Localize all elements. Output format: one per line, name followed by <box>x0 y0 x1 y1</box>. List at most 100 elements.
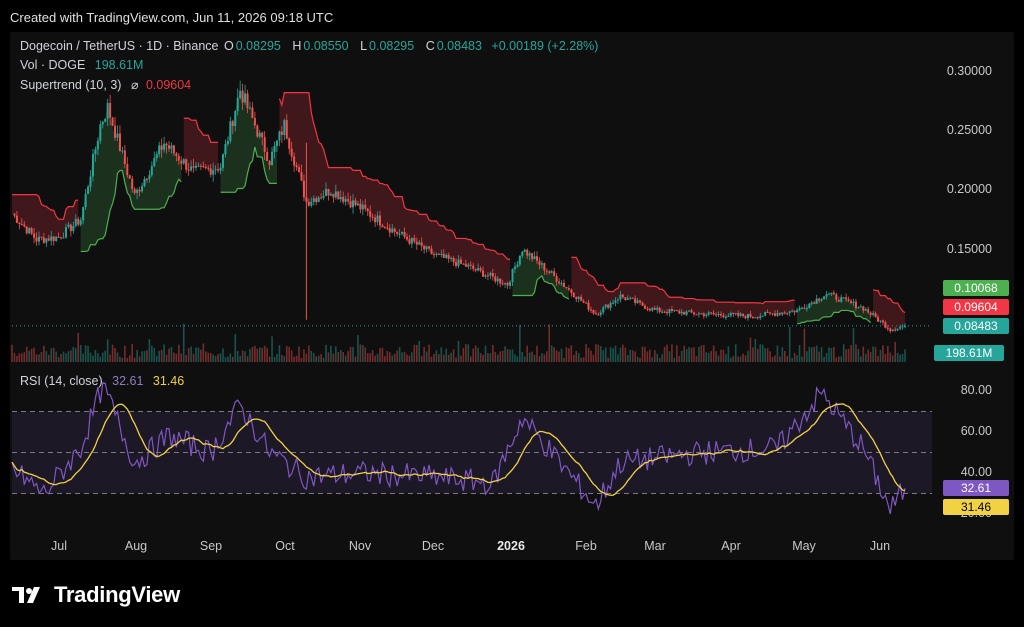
candle-body <box>477 268 480 271</box>
candle-body <box>268 161 271 166</box>
volume-bar <box>366 353 369 362</box>
volume-bar <box>354 356 357 362</box>
volume-bar <box>347 350 349 362</box>
volume-bar <box>173 352 175 362</box>
volume-bar <box>251 346 254 362</box>
candle-body <box>783 312 786 314</box>
candle-body <box>386 227 389 229</box>
candle-body <box>540 263 543 265</box>
candle-body <box>646 308 649 310</box>
volume-bar <box>879 349 882 362</box>
volume-bar <box>860 356 862 362</box>
supertrend-label: Supertrend (10, 3) <box>20 78 122 92</box>
supertrend-legend-row[interactable]: Supertrend (10, 3) ⌀ 0.09604 <box>20 77 193 92</box>
tradingview-logo[interactable]: TradingView <box>12 582 180 608</box>
volume-bar <box>575 350 578 362</box>
candle-body <box>798 308 801 310</box>
rsi-label: RSI (14, close) <box>20 374 103 388</box>
rsi-ma-tag: 31.46 <box>943 499 1009 515</box>
candle-body <box>371 216 374 218</box>
candle-body <box>42 237 45 243</box>
volume-bar <box>457 340 460 362</box>
chart-frame[interactable] <box>10 32 1014 560</box>
low-label: L <box>360 39 368 53</box>
candle-body <box>877 317 880 322</box>
volume-bar <box>310 350 313 362</box>
candle-body <box>202 166 205 168</box>
rsi-tick: 80.00 <box>960 383 992 397</box>
candle-body <box>224 143 227 155</box>
candle-body <box>77 218 80 225</box>
candle-body <box>457 259 460 266</box>
candle-body <box>575 297 578 300</box>
volume-bar <box>604 347 607 362</box>
candle-body <box>815 298 818 304</box>
volume-bar <box>590 350 592 362</box>
volume-bar <box>450 352 452 362</box>
volume-bar <box>764 348 766 362</box>
volume-bar <box>739 356 742 362</box>
volume-bar <box>335 346 337 362</box>
volume-bar <box>50 348 53 362</box>
volume-bar <box>254 345 256 362</box>
candle-body <box>572 292 575 298</box>
candle-body <box>462 263 465 265</box>
candle-body <box>168 145 171 149</box>
candle-body <box>489 272 492 276</box>
volume-bar <box>74 348 77 362</box>
volume-bar <box>882 345 884 362</box>
volume-bar <box>438 354 440 362</box>
candle-body <box>582 300 585 303</box>
volume-legend-row[interactable]: Vol · DOGE 198.61M <box>20 58 145 72</box>
volume-bar <box>283 356 286 362</box>
volume-bar <box>749 337 752 362</box>
candle-body <box>756 317 759 319</box>
candle-body <box>55 236 58 241</box>
candle-body <box>518 255 521 265</box>
volume-bar <box>109 354 111 362</box>
volume-bar <box>747 350 749 362</box>
candle-body <box>538 260 541 265</box>
volume-bar <box>813 346 816 362</box>
volume-bar <box>592 354 595 362</box>
volume-bar <box>501 350 504 362</box>
volume-bar <box>695 356 698 362</box>
symbol-title[interactable]: Dogecoin / TetherUS · 1D · Binance <box>20 39 219 53</box>
volume-bar <box>541 353 543 362</box>
candle-body <box>293 156 296 166</box>
candle-body <box>793 310 796 313</box>
volume-bar <box>433 353 435 362</box>
supertrend-up-fill <box>220 90 277 193</box>
volume-bar <box>153 348 156 362</box>
volume-bar <box>57 357 60 362</box>
open-value: 0.08295 <box>235 39 281 53</box>
volume-bar <box>759 344 762 362</box>
eye-off-icon[interactable]: ⌀ <box>130 78 139 92</box>
rsi-legend-row[interactable]: RSI (14, close) 32.61 31.46 <box>20 374 186 388</box>
volume-bar <box>158 350 160 362</box>
candle-body <box>327 188 330 196</box>
volume-bar <box>803 328 806 362</box>
candle-body <box>253 117 256 126</box>
candle-body <box>536 256 539 261</box>
volume-bar <box>268 356 271 362</box>
candle-body <box>491 272 494 277</box>
candle-body <box>150 166 153 176</box>
candle-body <box>732 312 735 314</box>
volume-bar <box>617 354 619 362</box>
volume-bar <box>820 347 823 362</box>
volume-bar <box>585 344 587 362</box>
candle-body <box>506 283 509 286</box>
candle-body <box>624 297 627 300</box>
candle-body <box>212 170 215 175</box>
candle-body <box>771 313 774 315</box>
candle-body <box>904 325 906 327</box>
candle-body <box>278 131 281 141</box>
candle-body <box>688 310 691 312</box>
volume-bar <box>337 352 340 362</box>
volume-bar <box>224 357 227 362</box>
volume-bar <box>825 353 828 362</box>
candle-body <box>656 307 659 310</box>
volume-bar <box>160 349 163 362</box>
